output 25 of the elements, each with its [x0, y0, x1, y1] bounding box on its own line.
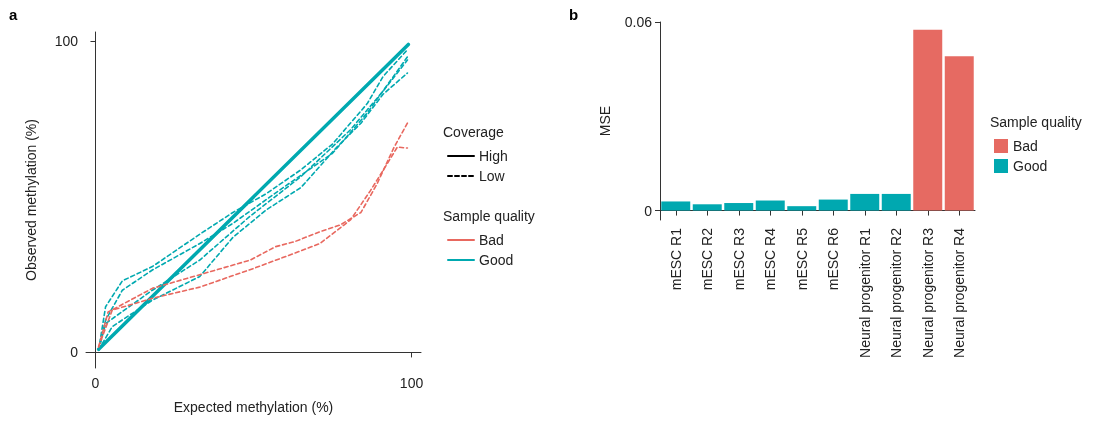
- chart-title: b: [569, 6, 579, 23]
- x-tick-label: Neural progenitor R2: [888, 227, 905, 358]
- x-tick-label: mESC R1: [667, 227, 684, 291]
- text: Sample quality: [990, 114, 1082, 130]
- legend-label: High: [479, 148, 508, 164]
- text: Coverage: [443, 124, 504, 140]
- y-axis-title: Observed methylation (%): [23, 119, 39, 281]
- chart-title: a: [9, 6, 18, 23]
- legend-label: Good: [479, 252, 514, 268]
- x-tick-label: mESC R6: [825, 227, 842, 291]
- x-tick-label: mESC R5: [793, 227, 810, 291]
- text: Sample quality: [443, 208, 535, 224]
- x-tick-label: mESC R3: [730, 227, 747, 291]
- legend-label: Good: [1013, 158, 1048, 174]
- x-tick-label: Neural progenitor R1: [856, 227, 873, 358]
- legend-label: Bad: [479, 232, 504, 248]
- x-tick-label: Neural progenitor R4: [951, 227, 968, 358]
- legend-label: Low: [479, 168, 506, 184]
- legend-label: Bad: [1013, 138, 1038, 154]
- y-tick-label: 0.06: [624, 14, 653, 30]
- x-tick-label: Neural progenitor R3: [919, 227, 936, 358]
- y-axis-title: MSE: [597, 105, 613, 137]
- x-axis-title: Expected methylation (%): [173, 399, 334, 415]
- x-tick-label: mESC R4: [762, 227, 779, 291]
- x-tick-label: mESC R2: [699, 227, 716, 291]
